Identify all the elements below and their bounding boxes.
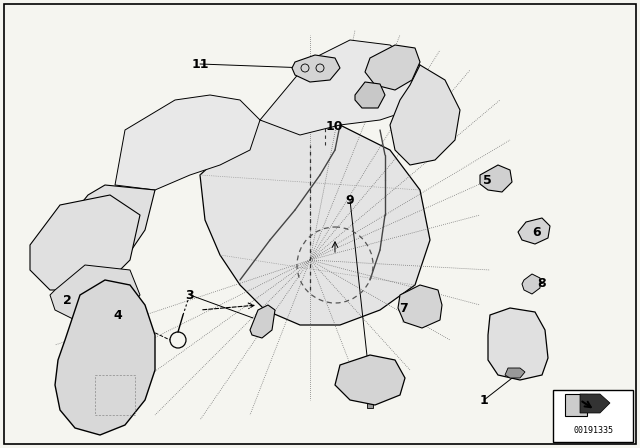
Text: 8: 8	[538, 276, 547, 289]
Text: 3: 3	[186, 289, 195, 302]
Text: 10: 10	[325, 120, 343, 133]
Text: 6: 6	[532, 225, 541, 238]
Polygon shape	[518, 218, 550, 244]
Polygon shape	[115, 95, 260, 190]
Text: 2: 2	[63, 293, 72, 306]
Polygon shape	[335, 355, 405, 405]
Text: 7: 7	[399, 302, 408, 314]
Polygon shape	[292, 55, 340, 82]
Polygon shape	[58, 185, 155, 280]
Polygon shape	[580, 394, 610, 413]
Polygon shape	[55, 280, 155, 435]
Text: 5: 5	[483, 173, 492, 186]
Polygon shape	[480, 165, 512, 192]
Text: 9: 9	[346, 194, 355, 207]
Bar	[553, 390, 633, 442]
Polygon shape	[522, 274, 540, 294]
Polygon shape	[30, 195, 140, 290]
Polygon shape	[365, 45, 420, 90]
Polygon shape	[390, 65, 460, 165]
Polygon shape	[505, 368, 525, 378]
Polygon shape	[250, 305, 275, 338]
Polygon shape	[200, 120, 430, 325]
Polygon shape	[50, 265, 140, 325]
Bar	[565, 394, 587, 416]
Polygon shape	[488, 308, 548, 380]
Polygon shape	[367, 398, 373, 408]
Text: 1: 1	[479, 393, 488, 406]
Polygon shape	[355, 82, 385, 108]
Text: 00191335: 00191335	[573, 426, 613, 435]
Text: 11: 11	[191, 57, 209, 70]
Text: 4: 4	[114, 309, 122, 322]
Polygon shape	[260, 40, 430, 135]
Polygon shape	[398, 285, 442, 328]
